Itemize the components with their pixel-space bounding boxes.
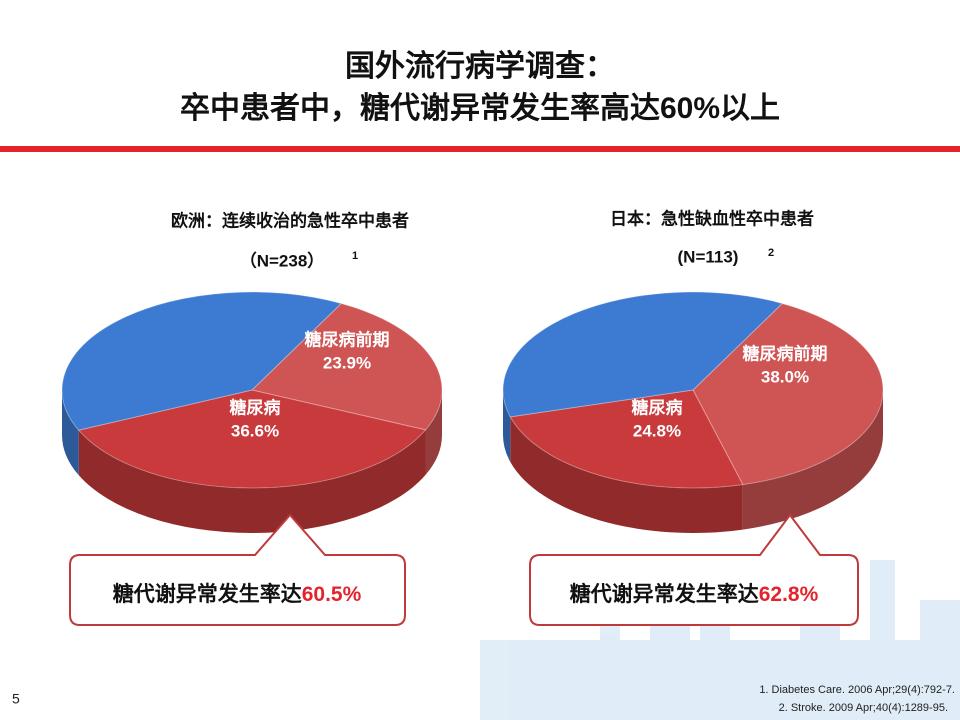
slice-side [425,390,442,475]
slice [61,291,343,431]
callout-value: 60.5% [302,583,362,606]
title-line: 卒中患者中，糖代谢异常发生率高达60%以上 [180,92,780,125]
footnote: 2. Stroke. 2009 Apr;40(4):1289-95. [779,702,948,714]
chart-title: 日本：急性缺血性卒中患者 [610,208,814,228]
slice-label: 糖尿病前期 [305,329,390,349]
slice-label: 糖尿病前期 [743,343,828,363]
slice-side [510,416,743,533]
callout-box [529,513,859,626]
page-number: 5 [12,691,20,707]
callout-value: 62.8% [759,583,819,606]
pies: 糖尿病前期 23.9% 糖尿病 36.6% 糖尿病前期 38.0% 糖尿病 24.8% [61,291,884,534]
chart-subtitle: (N=113) [678,247,739,266]
title-rule [0,146,960,152]
slice-label: 糖尿病 [230,397,281,417]
chart-subtitle: （N=238） [240,250,325,270]
value-label: 23.9% [323,353,371,372]
slice-side [742,390,883,530]
value-label: 36.6% [231,421,279,440]
slice-side [62,390,79,476]
value-label: 24.8% [633,421,681,440]
value-label: 38.0% [761,367,809,386]
chart-title: 欧洲：连续收治的急性卒中患者 [171,210,409,230]
slice [250,302,443,431]
slice [502,291,784,418]
callout-box [69,513,406,626]
callout-text: 糖代谢异常发生率达60.5% [113,582,362,606]
note-ref: 2 [768,247,774,259]
note-ref: 1 [352,250,358,262]
slice-side [78,429,426,534]
slice [509,389,744,489]
footnote: 1. Diabetes Care. 2006 Apr;29(4):792-7. [759,684,955,696]
slice [692,302,884,486]
callout-text: 糖代谢异常发生率达62.8% [570,582,819,606]
slice [77,389,427,489]
callout-label: 糖代谢异常发生率达 [113,582,302,606]
slice-label: 糖尿病 [632,397,683,417]
slice-side [503,390,511,462]
callout-label: 糖代谢异常发生率达 [570,582,759,606]
title-line: 国外流行病学调查： [345,49,615,83]
